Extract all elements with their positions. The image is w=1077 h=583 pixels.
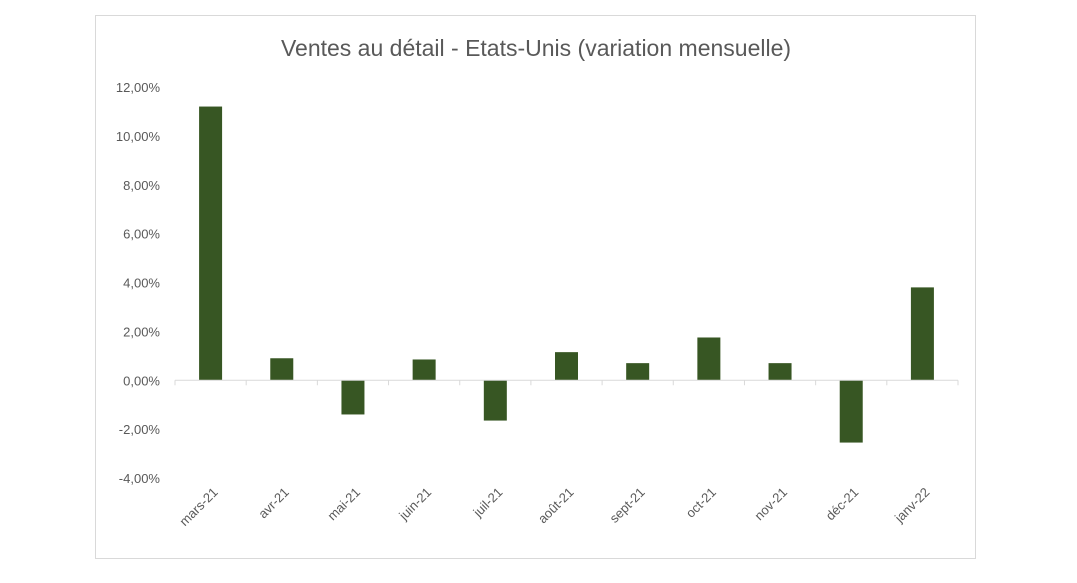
bar-juil-21 xyxy=(483,380,507,421)
x-tick-label: mai-21 xyxy=(324,485,363,524)
y-tick-label: 6,00% xyxy=(123,227,160,242)
x-tick-label: août-21 xyxy=(535,485,577,527)
x-tick-label: nov-21 xyxy=(751,485,790,524)
y-tick-label: -2,00% xyxy=(119,422,161,437)
y-tick-label: 12,00% xyxy=(116,80,161,95)
bar-juin-21 xyxy=(412,359,436,381)
y-tick-label: -4,00% xyxy=(119,471,161,486)
bar-sept-21 xyxy=(626,363,650,381)
x-tick-label: juil-21 xyxy=(470,485,506,521)
y-tick-label: 0,00% xyxy=(123,373,160,388)
bar-oct-21 xyxy=(697,337,721,381)
bar-août-21 xyxy=(555,352,578,381)
x-tick-label: sept-21 xyxy=(607,485,648,526)
x-tick-label: déc-21 xyxy=(823,485,862,524)
bar-janv-22 xyxy=(910,287,934,381)
y-tick-label: 4,00% xyxy=(123,276,160,291)
x-tick-label: oct-21 xyxy=(683,485,719,521)
x-tick-label: mars-21 xyxy=(176,485,220,529)
y-tick-label: 10,00% xyxy=(116,129,161,144)
x-tick-label: janv-22 xyxy=(891,485,932,526)
x-tick-label: juin-21 xyxy=(395,485,434,524)
bar-déc-21 xyxy=(839,380,863,443)
bar-avr-21 xyxy=(270,358,294,381)
bar-mars-21 xyxy=(199,106,223,381)
chart-frame xyxy=(95,15,976,559)
bar-mai-21 xyxy=(341,380,365,415)
x-tick-label: avr-21 xyxy=(255,485,292,522)
bar-nov-21 xyxy=(768,363,792,381)
y-axis: -4,00% -2,00% 0,00% 2,00% 4,00% 6,00% 8,00% 10,… xyxy=(116,80,161,486)
y-tick-label: 8,00% xyxy=(123,178,160,193)
chart-title: Ventes au détail - Etats-Unis (variation… xyxy=(281,35,791,61)
y-tick-label: 2,00% xyxy=(123,324,160,339)
bars xyxy=(199,106,934,443)
